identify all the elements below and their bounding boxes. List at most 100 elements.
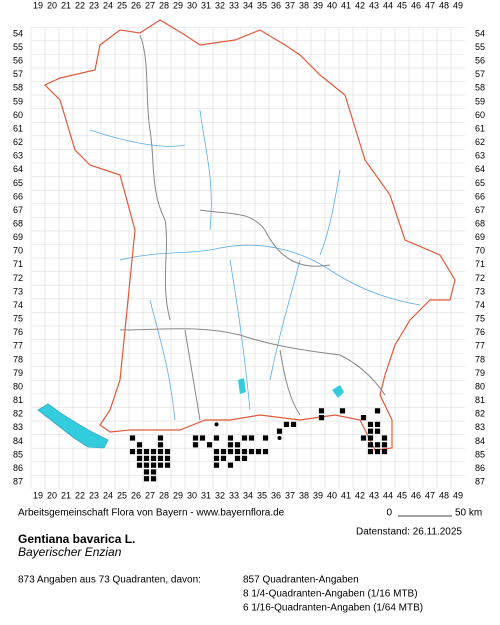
column-label: 36 (271, 0, 281, 10)
quadrant-record (143, 462, 150, 468)
column-label: 24 (103, 490, 113, 500)
column-label: 39 (313, 490, 323, 500)
quadrant-record (150, 448, 157, 455)
quadrant-record (192, 435, 199, 441)
quadrant-record (213, 462, 220, 468)
quadrant-record (360, 415, 367, 421)
column-label: 49 (453, 490, 463, 500)
row-label: 65 (475, 178, 485, 188)
quadrant-record (143, 476, 150, 482)
column-label: 29 (173, 490, 183, 500)
column-label: 47 (425, 0, 435, 10)
row-label: 68 (475, 218, 485, 228)
quadrant-record (129, 435, 136, 441)
column-label: 28 (159, 490, 169, 500)
row-label: 77 (13, 341, 23, 351)
column-label: 32 (215, 0, 225, 10)
chiemsee (332, 385, 344, 398)
column-label: 29 (173, 0, 183, 10)
quadrant-record (374, 421, 381, 428)
row-label: 77 (475, 341, 485, 351)
quadrant-record (318, 415, 325, 421)
row-label: 58 (475, 83, 485, 93)
row-label: 76 (13, 327, 23, 337)
row-label: 60 (13, 110, 23, 120)
column-label: 33 (229, 490, 239, 500)
row-label: 74 (13, 300, 23, 310)
row-label: 59 (13, 96, 23, 106)
row-label: 68 (13, 218, 23, 228)
row-label: 79 (13, 368, 23, 378)
quadrant-record (164, 448, 171, 455)
column-label: 43 (369, 490, 379, 500)
quadrant-record (318, 408, 325, 414)
column-label: 49 (453, 0, 463, 10)
scale-start: 0 (386, 508, 392, 519)
column-label: 39 (313, 0, 323, 10)
quadrant-record (136, 455, 143, 461)
row-label: 57 (475, 69, 485, 79)
row-label: 72 (13, 273, 23, 283)
quadrant-record (213, 455, 220, 461)
row-label: 65 (13, 178, 23, 188)
quadrant-record (283, 421, 290, 428)
column-label: 22 (75, 490, 85, 500)
quadrant-record (143, 448, 150, 455)
column-label: 36 (271, 490, 281, 500)
date: Datenstand: 26.11.2025 (356, 527, 462, 538)
row-label: 86 (475, 463, 485, 473)
quadrant-record (241, 455, 248, 461)
records (129, 408, 388, 482)
row-label: 84 (475, 436, 485, 446)
row-label: 82 (13, 409, 23, 419)
column-label: 25 (117, 0, 127, 10)
column-label: 23 (89, 0, 99, 10)
quadrant-record (241, 435, 248, 441)
column-label: 20 (47, 490, 57, 500)
quadrant-record (374, 442, 381, 448)
quadrant-record (262, 448, 269, 455)
row-label: 75 (13, 314, 23, 324)
quadrant-record (367, 421, 374, 428)
quadrant-record (136, 462, 143, 468)
row-label: 64 (13, 164, 23, 174)
row-label: 69 (475, 232, 485, 242)
row-label: 64 (475, 164, 485, 174)
column-label: 26 (131, 0, 141, 10)
column-label: 46 (411, 0, 421, 10)
row-label: 67 (13, 205, 23, 215)
quadrant-record (374, 428, 381, 434)
stats-summary: 873 Angaben aus 73 Quadranten, davon: (18, 575, 201, 586)
column-label: 37 (285, 490, 295, 500)
quadrant-record (157, 462, 164, 468)
column-label: 40 (327, 490, 337, 500)
row-label: 55 (475, 42, 485, 52)
row-label: 71 (475, 259, 485, 269)
column-label: 47 (425, 490, 435, 500)
row-label: 61 (13, 123, 23, 133)
column-label: 30 (187, 0, 197, 10)
column-label: 31 (201, 0, 211, 10)
row-label: 62 (475, 137, 485, 147)
column-label: 25 (117, 490, 127, 500)
column-label: 48 (439, 0, 449, 10)
column-label: 19 (33, 490, 43, 500)
state-border (43, 19, 456, 451)
row-label: 61 (475, 123, 485, 133)
column-label: 48 (439, 490, 449, 500)
lake (238, 378, 246, 394)
row-label: 67 (475, 205, 485, 215)
quadrant-record (157, 455, 164, 461)
column-label: 41 (341, 490, 351, 500)
row-label: 54 (475, 28, 485, 38)
quadrant-record (367, 428, 374, 434)
quadrant-record (248, 435, 255, 441)
column-label: 33 (229, 0, 239, 10)
row-label: 69 (13, 232, 23, 242)
column-label: 37 (285, 0, 295, 10)
quadrant-record (374, 448, 381, 455)
quadrant-record (374, 408, 381, 414)
column-label: 34 (243, 490, 253, 500)
row-label: 62 (13, 137, 23, 147)
point-record (277, 436, 282, 441)
